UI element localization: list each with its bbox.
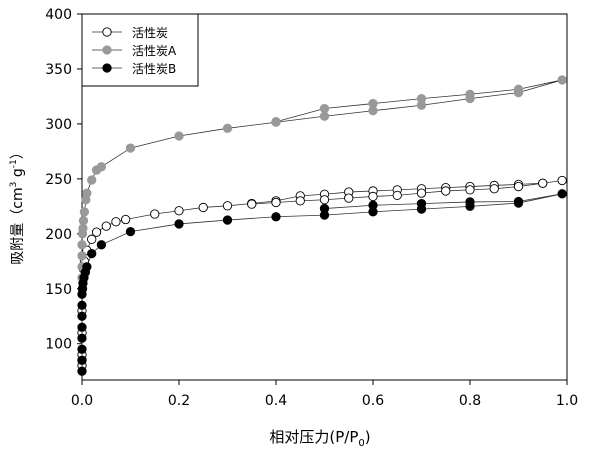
data-point — [174, 206, 184, 216]
series-1 — [77, 75, 567, 283]
data-point — [174, 131, 184, 141]
data-point — [271, 212, 281, 222]
data-point — [222, 215, 233, 225]
data-point — [77, 333, 87, 343]
data-point — [77, 322, 87, 332]
data-point — [79, 207, 90, 217]
data-point — [513, 196, 524, 207]
x-tick-label: 0.4 — [265, 393, 287, 409]
legend-marker — [102, 27, 112, 37]
data-point — [125, 226, 136, 237]
data-point — [392, 190, 402, 201]
data-point — [77, 300, 87, 310]
data-point — [319, 103, 330, 114]
data-point — [368, 200, 378, 210]
data-point — [319, 203, 330, 214]
y-tick-label: 400 — [45, 7, 72, 23]
x-tick-label: 0.6 — [362, 393, 384, 409]
legend-label: 活性炭B — [132, 62, 176, 76]
plot-frame — [81, 13, 568, 381]
data-point — [87, 175, 97, 185]
data-point — [465, 89, 475, 99]
legend-label: 活性炭A — [132, 44, 177, 58]
y-tick-label: 200 — [45, 227, 72, 243]
data-point — [96, 162, 107, 172]
data-point — [111, 217, 121, 227]
legend-marker — [102, 63, 112, 73]
data-point — [101, 221, 111, 231]
x-tick-label: 0.8 — [459, 393, 481, 409]
data-point — [87, 234, 97, 244]
plot-area: 0.0 0.2 0.4 0.6 0.8 1.0 100 150 200 250 300 350 400 — [45, 7, 578, 409]
data-point — [416, 93, 427, 104]
data-point — [91, 227, 102, 237]
data-point — [538, 178, 548, 188]
x-tick-label: 1.0 — [556, 393, 578, 409]
data-point — [465, 197, 475, 207]
data-point — [77, 240, 87, 250]
data-point — [489, 184, 499, 194]
y-axis-label: 吸附量（cm3 g-1） — [9, 145, 26, 264]
data-point — [319, 195, 330, 205]
data-point — [125, 143, 136, 153]
data-point — [247, 199, 257, 209]
data-point — [87, 248, 97, 259]
y-tick-label: 250 — [45, 172, 72, 188]
y-tick-label: 150 — [45, 282, 72, 298]
data-point — [416, 188, 427, 198]
data-point — [513, 181, 524, 192]
y-tick-label: 350 — [45, 62, 72, 78]
data-point — [271, 117, 281, 127]
data-point — [77, 355, 87, 365]
data-point — [465, 185, 475, 195]
data-point — [557, 75, 567, 85]
data-point — [271, 197, 281, 208]
data-point — [174, 219, 184, 229]
data-point — [557, 175, 567, 186]
y-tick-label: 100 — [45, 337, 72, 353]
data-point — [222, 123, 233, 133]
data-point — [77, 251, 87, 261]
legend-label: 活性炭 — [132, 26, 168, 40]
series-line — [81, 193, 563, 372]
data-point — [319, 111, 330, 121]
x-tick-label: 0.2 — [168, 393, 190, 409]
data-point — [513, 84, 524, 94]
data-point — [557, 189, 567, 199]
series-0 — [77, 175, 567, 371]
data-point — [368, 98, 378, 109]
data-point — [77, 311, 87, 321]
data-point — [441, 186, 451, 196]
data-point — [77, 366, 87, 376]
data-point — [150, 209, 160, 219]
series-2 — [77, 189, 567, 376]
data-point — [121, 214, 131, 225]
legend-marker — [102, 45, 112, 55]
data-point — [96, 240, 107, 250]
data-point — [82, 188, 92, 198]
data-point — [368, 191, 378, 202]
data-point — [78, 223, 88, 233]
data-point — [222, 201, 233, 211]
data-point — [82, 262, 92, 272]
data-point — [344, 193, 354, 203]
data-point — [78, 215, 89, 226]
x-tick-label: 0.0 — [71, 393, 93, 409]
data-point — [416, 198, 427, 209]
data-point — [295, 196, 305, 206]
y-tick-label: 300 — [45, 117, 72, 133]
data-point — [77, 344, 87, 354]
data-point — [198, 202, 208, 213]
x-axis-label: 相对压力(P/P0) — [269, 428, 370, 449]
